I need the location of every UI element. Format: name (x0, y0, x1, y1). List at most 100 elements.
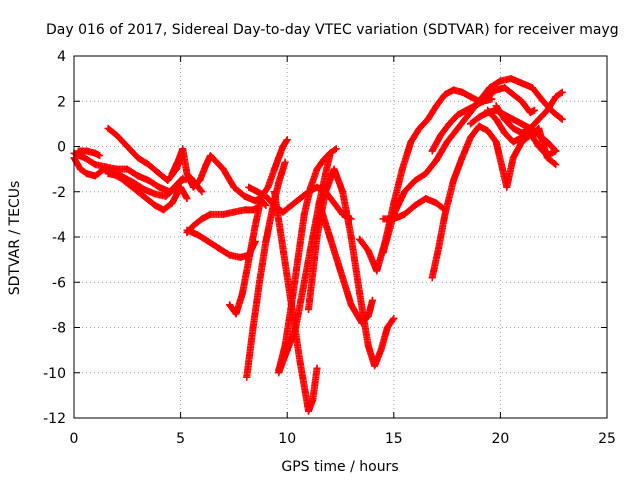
data-point (140, 185, 148, 193)
data-point (104, 170, 112, 178)
data-point (518, 79, 526, 87)
data-point (467, 93, 475, 101)
data-point (400, 210, 408, 218)
data-point (462, 106, 470, 114)
data-point (552, 93, 560, 101)
data-point (503, 183, 511, 191)
y-tick-label: -4 (52, 230, 66, 246)
data-point (155, 170, 163, 178)
data-point (255, 278, 263, 286)
data-point (496, 77, 504, 85)
data-point (371, 362, 379, 370)
data-point (296, 357, 304, 365)
data-point (432, 102, 440, 110)
data-point (535, 131, 543, 139)
series-4 (104, 124, 185, 184)
data-point (347, 301, 355, 309)
y-axis-label: SDTVAR / TECUs (7, 181, 23, 296)
data-point (262, 192, 270, 200)
data-point (509, 138, 517, 146)
data-point (91, 172, 99, 180)
data-point (445, 120, 453, 128)
data-point (428, 147, 436, 155)
data-point (383, 324, 391, 331)
data-point (422, 195, 430, 203)
data-point (535, 124, 543, 132)
series-19 (379, 195, 449, 223)
data-point (313, 364, 321, 372)
data-point (226, 301, 234, 309)
data-point (377, 346, 385, 354)
y-tick-label: -6 (52, 275, 66, 291)
y-tick-label: 0 (57, 140, 66, 156)
data-point (104, 124, 112, 132)
data-point (230, 208, 238, 216)
data-point (398, 165, 406, 173)
data-point (142, 195, 150, 203)
data-point (275, 154, 283, 162)
data-point (492, 86, 500, 94)
series-3 (74, 147, 104, 160)
data-point (219, 210, 227, 218)
data-point (330, 165, 338, 173)
data-point (422, 170, 430, 178)
data-point (245, 183, 253, 191)
data-point (475, 122, 483, 130)
data-point (435, 244, 443, 252)
y-tick-label: -2 (52, 185, 66, 201)
data-point (364, 342, 372, 350)
data-point (189, 222, 197, 230)
data-point (134, 154, 142, 162)
data-point (183, 170, 191, 178)
x-tick-label: 20 (491, 431, 509, 447)
data-point (113, 131, 121, 139)
data-point (113, 165, 121, 173)
data-point (543, 106, 551, 114)
data-point (76, 165, 84, 173)
data-point (145, 176, 153, 184)
data-point (83, 170, 91, 178)
axis-ticks: 0 5 10 15 20 25 -12 -10 -8 -6 -4 -2 0 2 4 (43, 49, 616, 447)
data-point (486, 84, 494, 92)
data-point (102, 163, 110, 171)
y-tick-label: -12 (43, 411, 66, 427)
data-point (501, 111, 509, 119)
series-15 (305, 165, 398, 370)
data-point (300, 210, 308, 218)
data-point (270, 165, 278, 173)
data-point (164, 176, 172, 184)
data-point (458, 154, 466, 162)
data-point (454, 111, 462, 119)
data-point (296, 195, 304, 203)
data-point (400, 188, 408, 196)
data-point (91, 161, 99, 169)
data-point (518, 97, 526, 105)
data-point (230, 183, 238, 191)
data-point (219, 165, 227, 173)
data-point (492, 106, 500, 114)
data-point (262, 201, 270, 209)
data-point (194, 231, 202, 239)
data-point (356, 290, 364, 298)
data-point (364, 247, 372, 255)
data-point (183, 226, 191, 234)
data-point (492, 115, 500, 123)
data-point (215, 244, 223, 252)
data-point (279, 143, 287, 150)
data-point (226, 251, 234, 259)
data-point (441, 210, 449, 218)
data-point (458, 88, 466, 96)
series-14 (270, 188, 321, 415)
data-point (134, 172, 142, 180)
data-point (179, 145, 187, 153)
y-tick-label: -10 (43, 366, 66, 382)
x-tick-label: 15 (385, 431, 403, 447)
data-point (526, 109, 534, 117)
data-point (168, 170, 176, 178)
data-point (471, 102, 479, 110)
data-point (509, 154, 517, 162)
x-tick-label: 0 (70, 431, 79, 447)
data-point (245, 256, 253, 264)
data-point (123, 143, 131, 150)
